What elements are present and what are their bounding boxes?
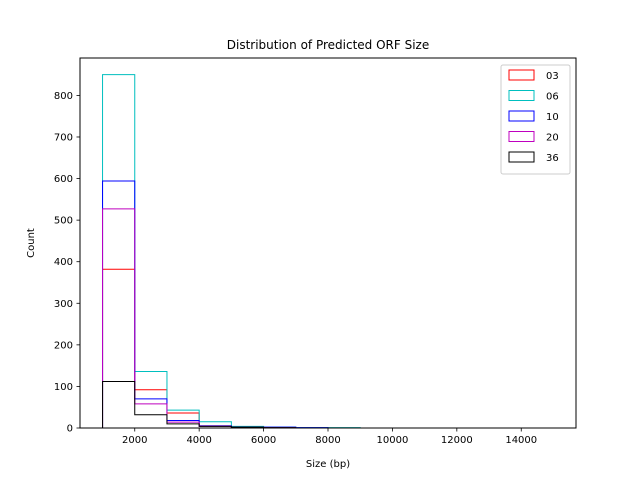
legend-label-20: 20 bbox=[546, 133, 559, 144]
x-tick-label: 12000 bbox=[441, 435, 473, 446]
y-tick-label: 800 bbox=[54, 91, 73, 102]
x-tick-label: 8000 bbox=[315, 435, 340, 446]
x-tick-label: 14000 bbox=[505, 435, 537, 446]
x-axis-label: Size (bp) bbox=[306, 459, 350, 470]
series-20-step bbox=[102, 208, 554, 429]
y-tick-label: 700 bbox=[54, 132, 73, 143]
legend-label-36: 36 bbox=[546, 153, 559, 164]
chart-title: Distribution of Predicted ORF Size bbox=[227, 38, 429, 52]
x-tick-label: 10000 bbox=[377, 435, 409, 446]
series-10-step bbox=[102, 180, 554, 429]
y-tick-label: 100 bbox=[54, 382, 73, 393]
x-tick-label: 2000 bbox=[122, 435, 147, 446]
x-tick-label: 4000 bbox=[186, 435, 211, 446]
legend-swatch-03 bbox=[508, 69, 535, 81]
y-tick-label: 500 bbox=[54, 216, 73, 227]
series-layer bbox=[102, 74, 554, 429]
legend-swatch-20 bbox=[508, 131, 535, 142]
legend-swatch-10 bbox=[508, 110, 535, 122]
x-tick-label: 6000 bbox=[251, 435, 276, 446]
plot-area: 2000 4000 6000 8000 10000 12000 14000 01002003… bbox=[54, 57, 577, 446]
legend-label-06: 06 bbox=[546, 92, 559, 103]
legend: 03 06 10 20 36 bbox=[500, 64, 571, 175]
series-03-step bbox=[102, 268, 554, 429]
legend-swatch-36 bbox=[508, 151, 535, 163]
y-tick-label: 200 bbox=[54, 340, 73, 351]
y-tick-label: 600 bbox=[54, 174, 73, 185]
y-tick-label: 300 bbox=[54, 299, 73, 310]
legend-label-03: 03 bbox=[546, 71, 559, 82]
y-tick-label: 0 bbox=[67, 424, 73, 435]
y-axis: 0 100 200 300 400 500 600 700 800 bbox=[54, 91, 80, 435]
legend-swatch-06 bbox=[508, 90, 535, 101]
legend-label-10: 10 bbox=[546, 112, 559, 123]
x-axis: 2000 4000 6000 8000 10000 12000 14000 bbox=[122, 428, 537, 446]
legend-box bbox=[500, 64, 571, 175]
y-axis-label: Count bbox=[26, 228, 37, 258]
y-tick-label: 400 bbox=[54, 257, 73, 268]
series-06-step bbox=[102, 74, 554, 429]
